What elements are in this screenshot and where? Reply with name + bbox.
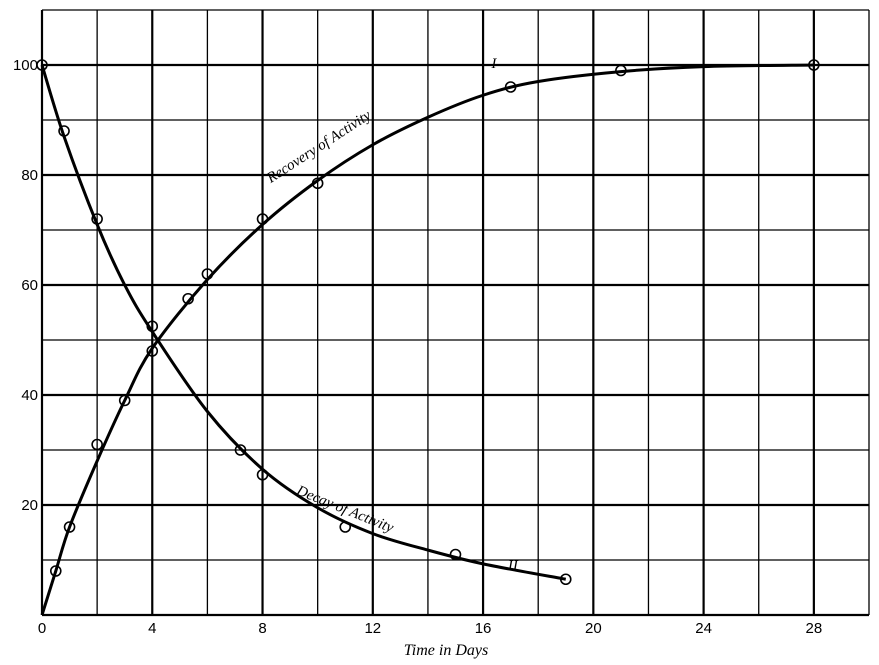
x-tick-label: 24 xyxy=(695,620,712,637)
data-points xyxy=(36,59,820,586)
data-point xyxy=(311,177,324,190)
y-tick-label: 80 xyxy=(21,167,38,184)
data-point xyxy=(118,394,131,407)
data-point xyxy=(504,81,517,93)
x-tick-label: 12 xyxy=(364,620,381,637)
data-point xyxy=(234,444,247,456)
data-point xyxy=(201,268,214,280)
data-point xyxy=(91,213,103,225)
grid xyxy=(40,9,870,617)
data-point xyxy=(182,292,194,305)
x-tick-label: 8 xyxy=(258,620,266,637)
data-point xyxy=(256,468,269,481)
data-point xyxy=(36,59,48,71)
data-point xyxy=(91,438,103,451)
series-label-decay: Decay of Activity xyxy=(293,482,396,536)
data-point xyxy=(58,125,70,137)
data-point xyxy=(615,64,627,77)
x-tick-label: 0 xyxy=(38,620,46,637)
curves xyxy=(40,63,814,616)
curve-marker-II: II xyxy=(507,558,519,574)
data-point xyxy=(63,521,76,533)
x-tick-label: 4 xyxy=(148,620,156,637)
data-point xyxy=(339,521,352,533)
x-tick-label: 28 xyxy=(806,620,823,637)
x-axis-label: Time in Days xyxy=(404,642,488,659)
data-point xyxy=(449,548,462,561)
data-point xyxy=(146,320,159,333)
data-point xyxy=(808,59,820,71)
y-tick-label: 60 xyxy=(21,277,38,294)
recovery-curve xyxy=(40,63,814,616)
data-point xyxy=(256,213,269,225)
tick-labels: 0 4 8 12 16 20 24 28 20 40 60 80 100 xyxy=(13,57,822,637)
y-tick-label: 40 xyxy=(21,387,38,404)
curve-marker-I: I xyxy=(490,56,497,72)
y-tick-label: 100 xyxy=(13,57,38,74)
data-point xyxy=(146,345,159,357)
decay-curve xyxy=(40,64,567,581)
data-point xyxy=(559,573,572,586)
x-tick-label: 20 xyxy=(585,620,602,637)
x-tick-label: 16 xyxy=(475,620,492,637)
data-point xyxy=(49,565,62,577)
y-tick-label: 20 xyxy=(21,497,38,514)
